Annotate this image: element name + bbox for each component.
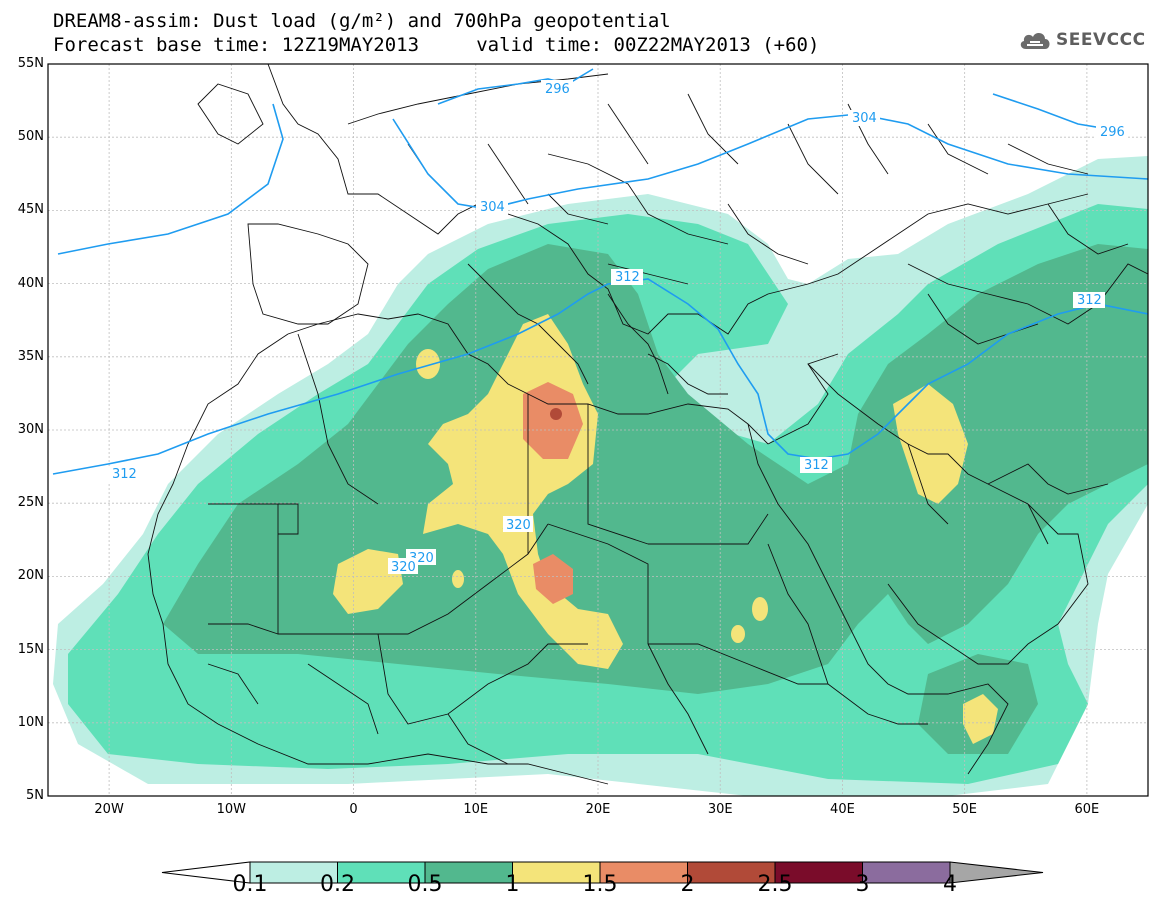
- dust-level-1-patch: [752, 597, 768, 621]
- dust-level-1-5-area-north: [523, 382, 583, 459]
- longitude-tick-label: 20W: [94, 802, 124, 817]
- longitude-tick-label: 20E: [585, 802, 611, 817]
- map-title: DREAM8-assim: Dust load (g/m²) and 700hP…: [53, 10, 671, 32]
- contour-label-bg: [611, 269, 643, 285]
- longitude-tick-label: 0: [349, 802, 358, 817]
- contour-label-312-east: 312: [1077, 293, 1102, 308]
- latitude-tick-label: 30N: [17, 422, 44, 437]
- contour-label-296-north: 296: [545, 82, 570, 97]
- contour-label-304-east: 304: [852, 111, 877, 126]
- dust-level-1-area-east: [893, 384, 968, 504]
- longitude-tick-label: 10E: [463, 802, 489, 817]
- contour-label-bg: [388, 558, 418, 574]
- contour-label-304-west: 304: [480, 200, 505, 215]
- latitude-tick-label: 15N: [17, 641, 44, 657]
- dust-level-1-patch: [452, 570, 464, 588]
- colorbar-tick-label: 2.5: [757, 872, 793, 897]
- map-subtitle: Forecast base time: 12Z19MAY2013 valid t…: [53, 34, 820, 56]
- latitude-tick-label: 5N: [26, 788, 44, 803]
- contour-label-312-red-sea: 312: [804, 458, 829, 473]
- colorbar-tick-label: 0.2: [320, 872, 355, 897]
- contour-label-bg: [848, 110, 880, 126]
- contour-label-312-atlantic: 312: [112, 467, 137, 482]
- contour-label-bg: [108, 466, 140, 482]
- contour-label-296-east: 296: [1100, 125, 1125, 140]
- contour-label-bg: [541, 80, 573, 96]
- contour-label-320-central: 320: [506, 518, 531, 533]
- colorbar-tick-label: 4: [943, 872, 957, 897]
- colorbar-tick-label: 0.1: [232, 872, 268, 897]
- latitude-tick-label: 45N: [17, 202, 44, 218]
- colorbar-tick-label: 0.5: [407, 872, 443, 897]
- longitude-tick-label: 40E: [830, 802, 855, 817]
- contour-label-bg: [1073, 292, 1105, 308]
- contour-label-bg: [503, 516, 533, 532]
- dust-level-1-patch: [731, 625, 745, 643]
- contour-label-bg: [476, 199, 508, 215]
- coastlines-borders: [147, 64, 1148, 785]
- latitude-tick-label: 20N: [17, 568, 44, 584]
- colorbar-tick-label: 2: [680, 872, 695, 897]
- dust-level-1-area-somalia: [963, 694, 998, 744]
- seevccc-logo: SEEVCCC: [1018, 26, 1146, 54]
- cloud-icon: [1020, 33, 1050, 49]
- latitude-tick-label: 35N: [17, 348, 44, 364]
- logo-text: SEEVCCC: [1056, 30, 1146, 50]
- colorbar-tick-label: 1.5: [582, 872, 618, 897]
- contour-296-east: [992, 93, 1109, 130]
- map-frame: [47, 63, 1149, 797]
- colorbar-tick-label: 1: [505, 872, 520, 897]
- dust-level-1-5-area-south: [533, 554, 573, 604]
- longitude-tick-label: 30E: [707, 802, 733, 817]
- dust-level-1-patch: [417, 356, 429, 372]
- latitude-tick-label: 40N: [17, 275, 44, 291]
- contour-label-312-med: 312: [615, 270, 640, 285]
- colorbar-tick-label: 3: [855, 872, 870, 897]
- latitude-tick-label: 25N: [17, 495, 44, 511]
- contour-label-320-west-2: 320: [391, 560, 416, 575]
- contour-label-bg: [800, 457, 832, 473]
- map-canvas: 296 296 304 304 312 312 312 312 320 320: [47, 63, 1149, 797]
- contour-304: [57, 103, 1148, 255]
- longitude-tick-label: 50E: [952, 802, 978, 817]
- dust-load-map: 296 296 304 304 312 312 312 312 320 320: [47, 63, 1149, 797]
- colorbar-over-arrow: [949, 861, 1044, 884]
- contour-label-bg: [1096, 124, 1128, 140]
- dust-level-2-spot: [550, 408, 562, 420]
- colorbar: [161, 861, 1044, 884]
- longitude-tick-label: 10W: [216, 802, 247, 817]
- latitude-tick-label: 55N: [17, 56, 44, 71]
- contour-312: [52, 278, 1148, 475]
- longitude-tick-label: 60E: [1074, 802, 1100, 817]
- dust-level-1-area-west: [333, 549, 403, 614]
- latitude-tick-label: 10N: [17, 714, 44, 730]
- latitude-tick-label: 50N: [17, 129, 44, 145]
